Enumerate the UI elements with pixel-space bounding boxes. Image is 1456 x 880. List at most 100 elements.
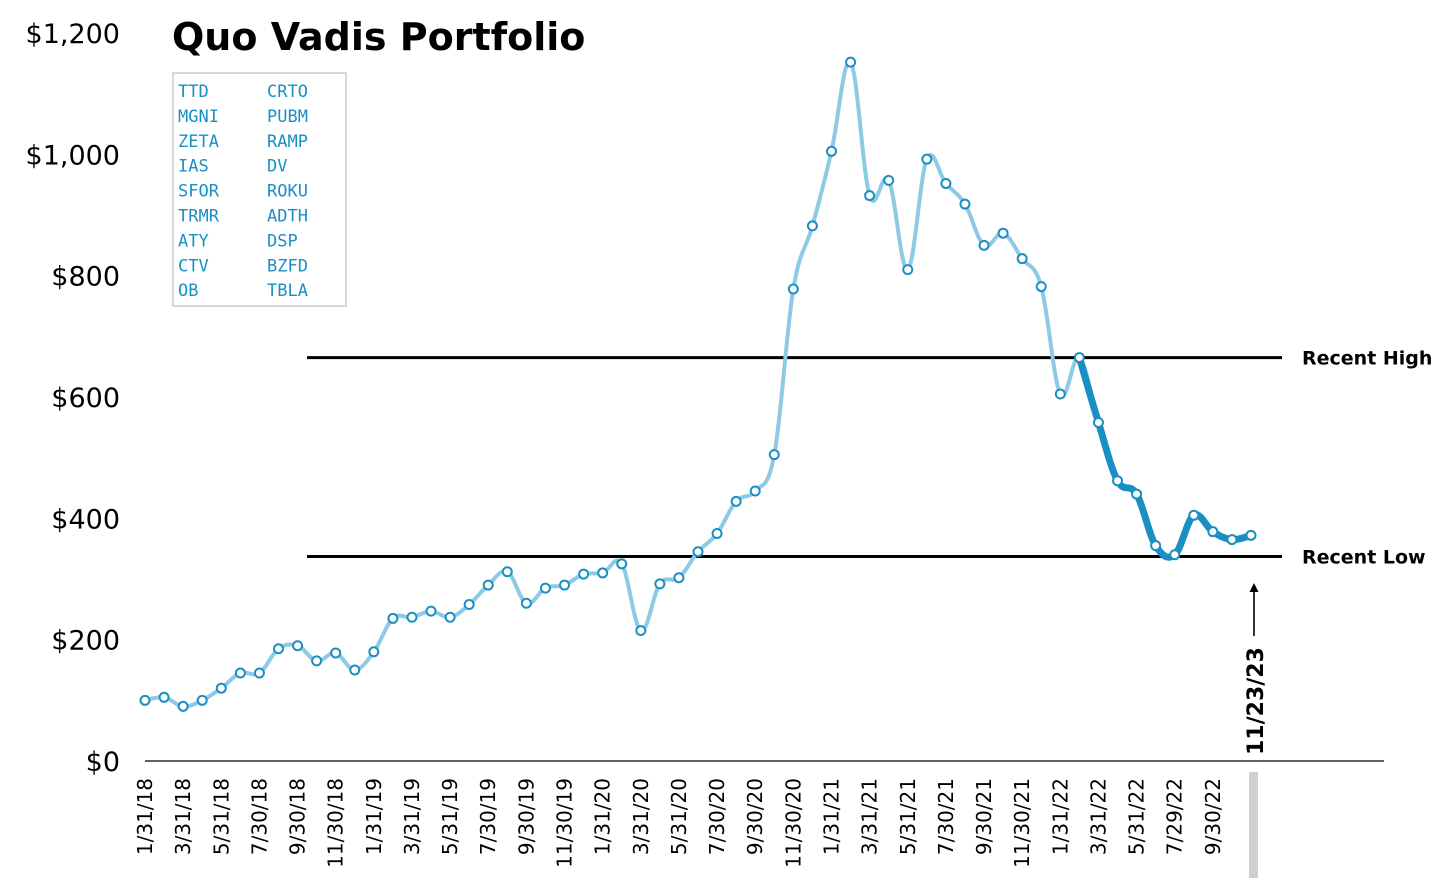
- y-tick-label: $400: [51, 504, 120, 535]
- ticker-symbol: ROKU: [267, 182, 308, 202]
- data-point: [825, 145, 837, 157]
- data-point: [902, 264, 914, 276]
- data-point: [1131, 488, 1143, 500]
- data-point: [482, 579, 494, 591]
- x-tick-label: 3/31/18: [171, 778, 195, 855]
- x-tick-label: 1/31/18: [133, 778, 157, 855]
- data-point: [1035, 281, 1047, 293]
- x-tick-label: 9/30/20: [743, 778, 767, 855]
- data-point: [501, 566, 513, 578]
- data-point: [1226, 534, 1238, 546]
- ticker-symbol: BZFD: [267, 256, 308, 276]
- data-point: [406, 611, 418, 623]
- data-point: [578, 568, 590, 580]
- x-tick-label: 5/31/21: [896, 778, 920, 855]
- data-point: [1016, 253, 1028, 265]
- y-tick-label: $1,000: [26, 140, 120, 171]
- data-point: [597, 567, 609, 579]
- data-point: [330, 647, 342, 659]
- x-tick-label: 11/30/18: [324, 778, 348, 868]
- arrow-up-icon: [1249, 583, 1259, 592]
- reference-lines: Recent High Recent Low: [307, 348, 1432, 569]
- ticker-symbol: TRMR: [178, 207, 220, 227]
- data-point: [311, 655, 323, 667]
- data-point: [387, 612, 399, 624]
- data-point: [654, 578, 666, 590]
- ticker-box-frame: [172, 72, 347, 307]
- series-line-highlight: [1075, 354, 1255, 561]
- x-tick-label: 5/31/18: [209, 778, 233, 855]
- x-tick-label: 11/30/20: [781, 778, 805, 868]
- ticker-symbol: OB: [178, 281, 198, 301]
- data-point: [177, 700, 189, 712]
- data-point: [787, 283, 799, 295]
- data-point: [921, 153, 933, 165]
- data-point: [1073, 352, 1085, 364]
- data-point: [444, 611, 456, 623]
- x-tick-label: 5/31/19: [438, 778, 462, 855]
- x-tick-label: 3/31/21: [858, 778, 882, 855]
- x-tick-label: 9/30/18: [286, 778, 310, 855]
- x-tick-label: 11/30/21: [1010, 778, 1034, 868]
- ticker-symbol: DV: [267, 157, 287, 177]
- reference-line-label: Recent High: [1302, 348, 1432, 370]
- y-axis-ticks: $0 $200 $400 $600 $800 $1,000 $1,200: [26, 19, 120, 778]
- y-tick-label: $600: [51, 383, 120, 414]
- data-point: [1169, 549, 1181, 561]
- ticker-symbol: CTV: [178, 256, 209, 276]
- x-tick-label: 7/29/22: [1163, 778, 1187, 855]
- ticker-legend-box: TTD MGNI ZETA IAS SFOR TRMR ATY CTV OB CRTO PUBM RA…: [172, 72, 347, 307]
- data-point: [730, 495, 742, 507]
- ticker-symbol: ADTH: [267, 207, 308, 227]
- data-point: [1188, 509, 1200, 521]
- x-tick-label: 7/30/21: [934, 778, 958, 855]
- x-tick-label: 9/30/19: [514, 778, 538, 855]
- x-tick-label: 11/30/19: [553, 778, 577, 868]
- data-point: [749, 485, 761, 497]
- data-point: [368, 646, 380, 658]
- data-point: [711, 528, 723, 539]
- x-axis-ticks: 1/31/18 3/31/18 5/31/18 7/30/18 9/30/18 11/30…: [133, 778, 1225, 868]
- data-point: [1150, 540, 1162, 552]
- reference-line-label: Recent Low: [1302, 547, 1426, 569]
- data-point: [292, 640, 304, 652]
- data-point: [215, 682, 227, 694]
- ticker-symbol: MGNI: [178, 107, 219, 127]
- x-tick-label: 5/31/20: [667, 778, 691, 855]
- data-markers: [139, 56, 1257, 712]
- data-point: [253, 667, 265, 679]
- data-point: [692, 546, 704, 558]
- data-point: [883, 174, 895, 186]
- current-date-label: 11/23/23: [1244, 647, 1269, 755]
- y-tick-label: $1,200: [26, 19, 120, 50]
- x-tick-label: 7/30/20: [705, 778, 729, 855]
- ticker-symbol: IAS: [178, 157, 209, 177]
- data-point: [616, 558, 628, 570]
- data-point: [997, 227, 1009, 239]
- data-point: [539, 582, 551, 594]
- data-point: [673, 572, 685, 584]
- y-tick-label: $0: [86, 747, 120, 778]
- ticker-symbol: CRTO: [267, 82, 308, 102]
- ticker-symbol: DSP: [267, 231, 298, 251]
- x-tick-label: 3/31/19: [400, 778, 424, 855]
- data-point: [635, 625, 647, 637]
- data-point: [272, 643, 284, 655]
- x-tick-label: 9/30/22: [1201, 778, 1225, 855]
- chart-title: Quo Vadis Portfolio: [172, 15, 585, 59]
- data-point: [806, 220, 818, 232]
- data-point: [940, 177, 952, 189]
- x-tick-label: 1/31/19: [362, 778, 386, 855]
- data-point: [959, 198, 971, 210]
- data-point: [1245, 529, 1257, 541]
- ticker-symbol: RAMP: [267, 132, 308, 152]
- ticker-symbol: ATY: [178, 231, 209, 251]
- data-point: [234, 667, 246, 679]
- x-tick-label: 9/30/21: [972, 778, 996, 855]
- data-point: [1092, 416, 1104, 428]
- data-point: [845, 56, 857, 68]
- current-date-marker: 11/23/23: [1244, 583, 1269, 878]
- x-tick-label: 5/31/22: [1125, 778, 1149, 855]
- data-point: [1054, 388, 1066, 400]
